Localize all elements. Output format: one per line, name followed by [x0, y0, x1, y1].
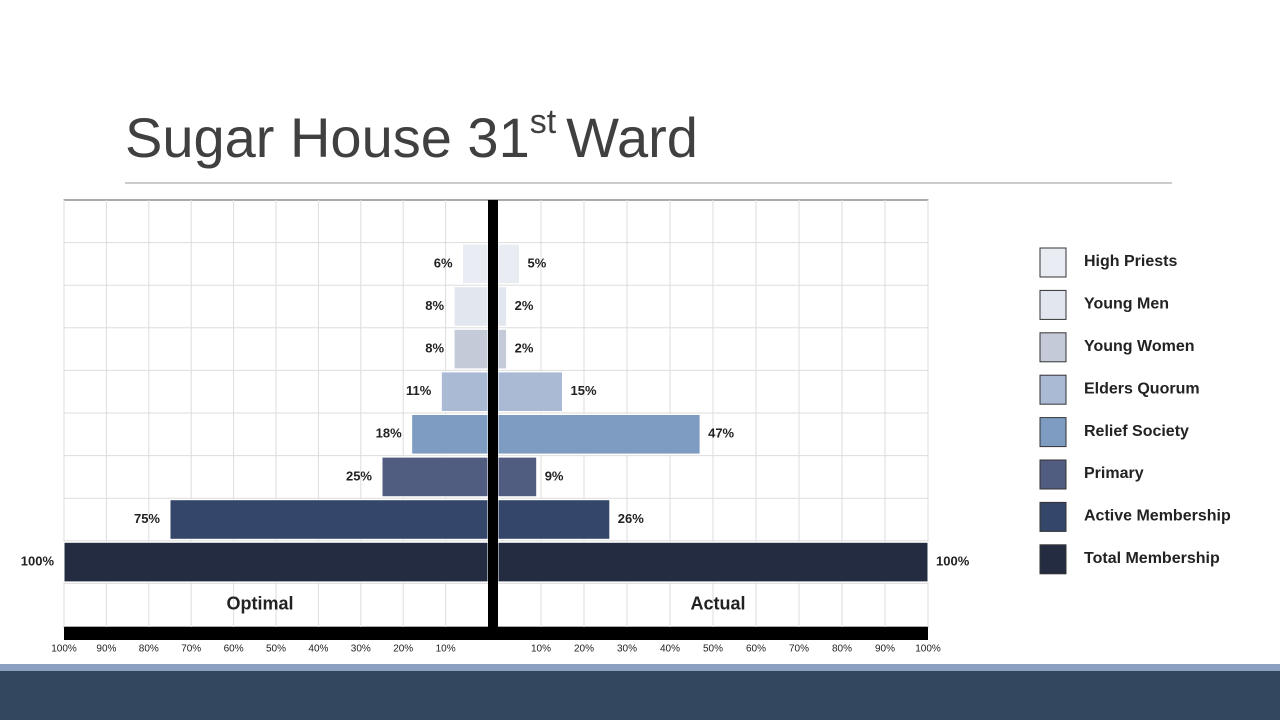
bar-actual	[497, 499, 611, 540]
x-tick-label: 20%	[574, 644, 594, 655]
bar-actual	[497, 371, 563, 412]
series-label: Actual	[690, 593, 745, 613]
x-tick-label: 20%	[393, 644, 413, 655]
value-label: 11%	[406, 383, 432, 398]
bar-actual	[497, 243, 520, 285]
footer-stripe	[0, 664, 1280, 671]
bar-actual	[497, 456, 538, 498]
value-label: 8%	[425, 341, 444, 356]
legend-swatch	[1039, 247, 1067, 278]
x-tick-label: 100%	[915, 644, 941, 655]
x-tick-label: 90%	[875, 644, 895, 655]
slide-title: Sugar House 31st Ward	[125, 103, 698, 169]
marks: 6% 8% 8% 11% 18% 25% 75% 100% 5% 2% 2% 15% 47% 9% 26% 1…	[21, 243, 970, 583]
value-label: 5%	[528, 255, 547, 270]
bar-optimal	[411, 414, 489, 455]
legend-label: Primary	[1084, 465, 1144, 482]
legend-label: Relief Society	[1084, 423, 1189, 440]
x-tick-label: 70%	[181, 644, 201, 655]
legend-swatch	[1039, 417, 1067, 448]
bar-actual	[497, 414, 701, 455]
value-label: 26%	[618, 511, 644, 526]
legend-label: Active Membership	[1084, 508, 1231, 525]
bar-optimal	[169, 499, 489, 540]
x-tick-label: 50%	[266, 644, 286, 655]
title-end: Ward	[566, 106, 698, 169]
legend-swatch	[1039, 289, 1067, 320]
value-label: 100%	[21, 554, 55, 569]
x-tick-label: 70%	[789, 644, 809, 655]
legend-swatch	[1039, 374, 1067, 405]
bar-optimal	[440, 371, 489, 412]
legend-label: Young Women	[1084, 338, 1195, 355]
x-tick-label: 30%	[351, 644, 371, 655]
legend-label: Young Men	[1084, 296, 1169, 313]
center-divider	[488, 200, 498, 640]
value-label: 25%	[346, 468, 372, 483]
x-tick-label: 10%	[531, 644, 551, 655]
x-tick-label: 60%	[746, 644, 766, 655]
title-sup: st	[530, 103, 557, 141]
bar-optimal	[462, 243, 489, 285]
value-label: 100%	[936, 554, 970, 569]
x-tick-label: 40%	[308, 644, 328, 655]
bar-actual	[497, 328, 508, 370]
legend-swatch	[1039, 501, 1067, 532]
value-label: 6%	[434, 255, 453, 270]
x-tick-label: 30%	[617, 644, 637, 655]
footer-band	[0, 671, 1280, 720]
bar-actual	[497, 286, 508, 327]
x-tick-label: 40%	[660, 644, 680, 655]
bar-optimal	[453, 328, 489, 370]
legend-swatch	[1039, 332, 1067, 363]
value-label: 75%	[134, 511, 160, 526]
series-label: Optimal	[226, 593, 293, 613]
x-tick-label: 60%	[224, 644, 244, 655]
title-main: Sugar House 31	[125, 106, 530, 169]
legend-swatch	[1039, 544, 1067, 575]
value-label: 18%	[376, 426, 402, 441]
x-tick-label: 50%	[703, 644, 723, 655]
bar-optimal	[453, 286, 489, 327]
bar-optimal	[381, 456, 489, 498]
x-tick-label: 80%	[139, 644, 159, 655]
legend-label: High Priests	[1084, 253, 1177, 270]
value-label: 15%	[571, 383, 597, 398]
legend-swatch	[1039, 459, 1067, 490]
x-tick-label: 90%	[96, 644, 116, 655]
value-label: 2%	[515, 341, 534, 356]
value-label: 47%	[708, 426, 734, 441]
x-tick-label: 80%	[832, 644, 852, 655]
value-label: 2%	[515, 298, 534, 313]
x-tick-label: 100%	[51, 644, 77, 655]
value-label: 8%	[425, 298, 444, 313]
value-label: 9%	[545, 468, 564, 483]
x-tick-label: 10%	[436, 644, 456, 655]
legend-label: Total Membership	[1084, 550, 1220, 567]
bar-optimal	[63, 541, 489, 583]
bar-actual	[497, 541, 929, 583]
legend-label: Elders Quorum	[1084, 380, 1200, 397]
